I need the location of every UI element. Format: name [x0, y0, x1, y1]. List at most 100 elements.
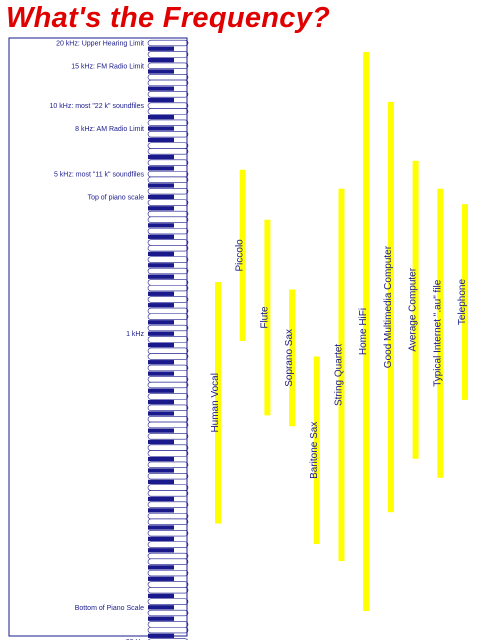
range-bar-label: Telephone: [457, 279, 468, 326]
range-bar-label: Human Vocal: [210, 373, 221, 432]
white-key: [147, 518, 189, 525]
range-bar: [462, 204, 468, 400]
black-key: [148, 388, 174, 393]
white-key: [147, 621, 189, 628]
black-key: [148, 525, 174, 530]
black-key: [148, 114, 174, 120]
frequency-annotation: Top of piano scale: [88, 194, 145, 201]
white-key: [147, 131, 189, 138]
black-key: [148, 331, 174, 336]
black-key: [148, 399, 174, 405]
white-key: [147, 530, 189, 537]
white-key: [147, 188, 189, 195]
frequency-annotations: 20 kHz: Upper Hearing Limit 15 kHz: FM Ra…: [50, 41, 145, 640]
white-key: [147, 108, 189, 115]
black-key: [148, 223, 174, 228]
white-key: [147, 245, 189, 252]
black-key: [148, 536, 174, 542]
white-key: [147, 279, 189, 286]
white-key: [147, 512, 189, 520]
range-bar: [387, 101, 394, 513]
white-key: [147, 142, 189, 149]
white-key: [147, 102, 189, 109]
white-key: [147, 62, 189, 69]
range-bar: [264, 219, 271, 416]
black-key: [148, 479, 174, 485]
black-key: [148, 605, 174, 610]
range-bar: [313, 356, 320, 545]
white-key: [147, 450, 189, 457]
frequency-annotation: 5 kHz: most "11 k" soundfiles: [54, 172, 145, 179]
black-key: [148, 57, 174, 63]
white-key: [147, 364, 189, 372]
black-key: [148, 548, 174, 553]
white-key: [147, 307, 189, 315]
range-bar-label: Piccolo: [235, 239, 246, 272]
black-key: [148, 371, 174, 376]
white-key: [147, 39, 189, 47]
white-key: [147, 91, 189, 98]
white-key: [147, 490, 189, 497]
page-title: What's the Frequency?: [6, 2, 331, 34]
white-key: [147, 79, 189, 87]
white-key: [147, 421, 189, 429]
black-key: [148, 234, 174, 239]
black-key: [148, 69, 174, 74]
black-key: [148, 496, 174, 502]
black-key: [148, 565, 174, 570]
white-key: [147, 159, 189, 166]
white-key: [147, 199, 189, 206]
white-key: [147, 501, 189, 508]
white-key: [147, 541, 189, 548]
white-key: [147, 284, 189, 292]
keyboard-frame: [8, 37, 188, 637]
black-key: [148, 616, 174, 621]
white-key: [147, 376, 189, 383]
white-key: [147, 581, 189, 588]
white-key: [147, 484, 189, 491]
black-key: [148, 291, 174, 296]
white-key: [147, 587, 189, 594]
white-key: [147, 552, 189, 560]
black-key: [148, 593, 174, 599]
black-key: [148, 411, 174, 416]
range-bar: [239, 169, 246, 341]
black-key: [148, 183, 174, 188]
range-bar: [437, 188, 444, 478]
black-key: [148, 456, 174, 462]
black-key: [148, 194, 174, 200]
black-key: [148, 251, 174, 257]
range-bar-label: Home HiFi: [358, 308, 369, 355]
black-key: [148, 263, 174, 268]
white-key: [147, 569, 189, 577]
white-key: [147, 473, 189, 480]
white-key: [147, 267, 189, 275]
black-key: [148, 360, 174, 365]
white-key: [147, 256, 189, 263]
frequency-annotation: 15 kHz: FM Radio Limit: [71, 63, 144, 70]
white-key: [147, 461, 189, 468]
white-key: [147, 336, 189, 343]
range-bar-label: Good Multimedia Computer: [383, 245, 394, 368]
white-key: [147, 626, 189, 634]
black-key: [148, 206, 174, 211]
white-key: [147, 404, 189, 411]
range-bar-label: Typical Internet ".au" file: [432, 279, 443, 387]
black-key: [148, 342, 174, 348]
range-bar: [338, 188, 345, 562]
white-key: [147, 347, 189, 354]
white-key: [147, 239, 189, 246]
black-key: [148, 166, 174, 171]
black-key: [148, 86, 174, 91]
white-key: [147, 296, 189, 303]
range-bar-label: Soprano Sax: [284, 329, 295, 387]
white-key: [147, 609, 189, 617]
white-key: [147, 433, 189, 440]
frequency-annotation: 10 kHz: most "22 k" soundfiles: [50, 103, 145, 110]
range-bar-label: Flute: [259, 306, 270, 329]
white-key: [147, 444, 189, 451]
piano-keyboard: [147, 39, 189, 640]
range-bar: [412, 160, 419, 459]
white-key: [147, 324, 189, 332]
